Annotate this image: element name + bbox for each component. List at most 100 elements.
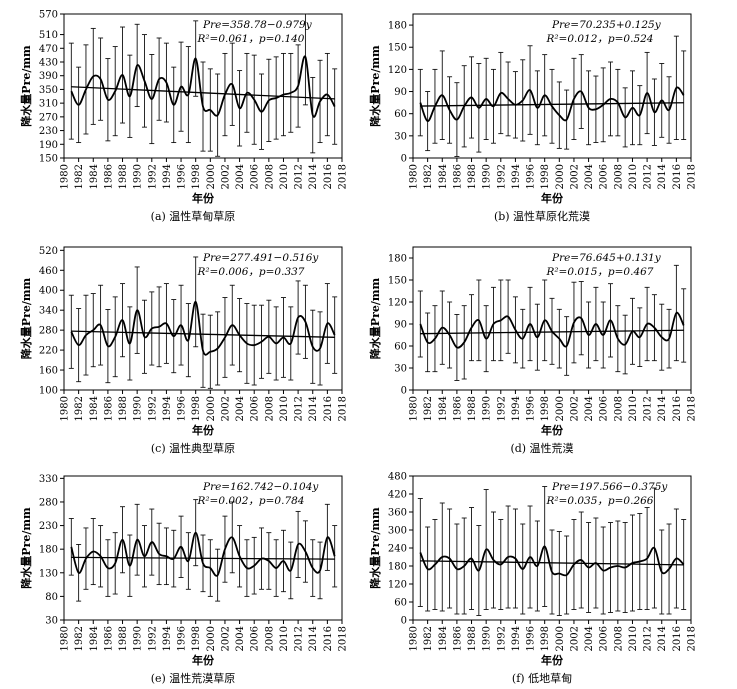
trend-line — [71, 330, 335, 338]
panel-caption: (c) 温性典型草原 — [151, 441, 235, 455]
y-tick-label: 120 — [388, 298, 407, 309]
y-tick-label: 90 — [394, 87, 407, 98]
x-tick-label: 1994 — [162, 626, 173, 651]
x-tick-label: 2004 — [584, 626, 595, 651]
x-tick-label: 1992 — [147, 626, 158, 651]
x-tick-label: 2014 — [657, 396, 668, 421]
y-tick-label: 180 — [388, 21, 407, 32]
y-tick-label: 220 — [39, 346, 58, 357]
x-tick-label: 1996 — [526, 396, 537, 421]
x-tick-label: 2008 — [264, 396, 275, 421]
y-tick-label: 280 — [39, 497, 58, 508]
x-tick-label: 2018 — [338, 396, 349, 421]
series-line — [70, 300, 336, 356]
y-tick-label: 160 — [39, 366, 58, 377]
x-tick-label: 1994 — [511, 626, 522, 651]
x-tick-label: 1982 — [423, 164, 434, 189]
x-tick-label: 1988 — [118, 396, 129, 421]
x-tick-label: 1994 — [511, 396, 522, 421]
x-tick-label: 1998 — [540, 164, 551, 189]
x-tick-label: 2000 — [206, 396, 217, 421]
y-tick-label: 240 — [388, 544, 407, 555]
x-tick-label: 2004 — [235, 626, 246, 651]
x-tick-label: 1990 — [482, 396, 493, 421]
x-tick-label: 2014 — [308, 164, 319, 189]
x-tick-label: 2016 — [323, 164, 334, 189]
y-tick-label: 80 — [45, 592, 58, 603]
x-tick-label: 1998 — [191, 164, 202, 189]
y-tick-label: 0 — [401, 154, 407, 165]
x-tick-label: 1984 — [438, 164, 449, 189]
x-tick-label: 1982 — [74, 396, 85, 421]
trend-statistics: R²=0.061，p=0.140 — [196, 33, 304, 45]
x-axis-title: 年份 — [541, 191, 564, 205]
x-tick-label: 2018 — [687, 626, 698, 651]
y-tick-label: 150 — [388, 276, 407, 287]
x-tick-label: 1982 — [74, 164, 85, 189]
x-tick-label: 1986 — [452, 164, 463, 189]
trend-line — [420, 560, 684, 566]
y-tick-label: 360 — [388, 508, 407, 519]
x-tick-label: 2012 — [643, 396, 654, 421]
y-tick-label: 340 — [39, 306, 58, 317]
x-tick-label: 1988 — [118, 626, 129, 651]
y-tick-label: 300 — [388, 526, 407, 537]
x-tick-label: 2010 — [628, 626, 639, 651]
x-axis-title: 年份 — [541, 423, 564, 437]
y-tick-label: 180 — [388, 562, 407, 573]
chart-panel-e: 30 80 130 180 230 280 330 1980 1982 1984 1986 1988 1… — [19, 474, 349, 685]
y-tick-label: 180 — [388, 254, 407, 265]
x-tick-label: 1986 — [103, 396, 114, 421]
plot-frame — [63, 13, 343, 159]
x-tick-label: 2002 — [220, 626, 231, 651]
y-tick-label: 390 — [39, 71, 58, 82]
panel-caption: (d) 温性荒漠 — [510, 441, 573, 455]
x-tick-label: 1990 — [133, 626, 144, 651]
trend-equation: Pre=70.235+0.125y — [551, 19, 662, 31]
x-tick-label: 2000 — [555, 626, 566, 651]
y-tick-label: 520 — [39, 246, 58, 257]
plot-frame — [412, 246, 692, 391]
trend-equation: Pre=76.645+0.131y — [551, 252, 662, 264]
x-tick-label: 1980 — [409, 164, 420, 189]
x-tick-label: 1998 — [191, 626, 202, 651]
y-axis-title: 降水量Pre/mm — [368, 277, 382, 359]
y-tick-label: 150 — [39, 154, 58, 165]
y-axis-title: 降水量Pre/mm — [368, 45, 382, 127]
x-tick-label: 2018 — [687, 396, 698, 421]
x-tick-label: 2010 — [279, 626, 290, 651]
chart-panel-c: 100 160 220 280 340 400 460 520 1980 1982 1984 1986… — [19, 246, 349, 455]
x-tick-label: 2012 — [294, 396, 305, 421]
trend-statistics: R²=0.006，p=0.337 — [196, 266, 304, 278]
trend-equation: Pre=358.78−0.979y — [202, 19, 313, 31]
x-tick-label: 2008 — [264, 164, 275, 189]
x-tick-label: 2018 — [338, 164, 349, 189]
x-tick-label: 2016 — [672, 396, 683, 421]
x-tick-label: 2000 — [555, 164, 566, 189]
x-tick-label: 1982 — [74, 626, 85, 651]
x-tick-label: 2006 — [599, 626, 610, 651]
x-axis-title: 年份 — [192, 653, 215, 667]
y-tick-label: 510 — [39, 30, 58, 41]
y-tick-label: 420 — [388, 490, 407, 501]
x-tick-label: 2002 — [220, 396, 231, 421]
series-line — [419, 545, 685, 577]
y-tick-label: 90 — [394, 320, 407, 331]
trend-statistics: R²=0.035，p=0.266 — [545, 495, 653, 507]
x-tick-label: 1996 — [177, 396, 188, 421]
x-tick-label: 1992 — [496, 164, 507, 189]
y-tick-label: 30 — [45, 616, 58, 627]
y-axis-title: 降水量Pre/mm — [19, 45, 33, 127]
x-tick-label: 1992 — [496, 396, 507, 421]
x-tick-label: 2010 — [628, 396, 639, 421]
x-tick-label: 2014 — [657, 626, 668, 651]
trend-line — [71, 86, 335, 100]
trend-equation: Pre=162.742−0.104y — [202, 481, 319, 493]
x-tick-label: 1994 — [162, 164, 173, 189]
x-tick-label: 2014 — [308, 626, 319, 651]
x-tick-label: 2016 — [323, 396, 334, 421]
y-tick-label: 430 — [39, 58, 58, 69]
